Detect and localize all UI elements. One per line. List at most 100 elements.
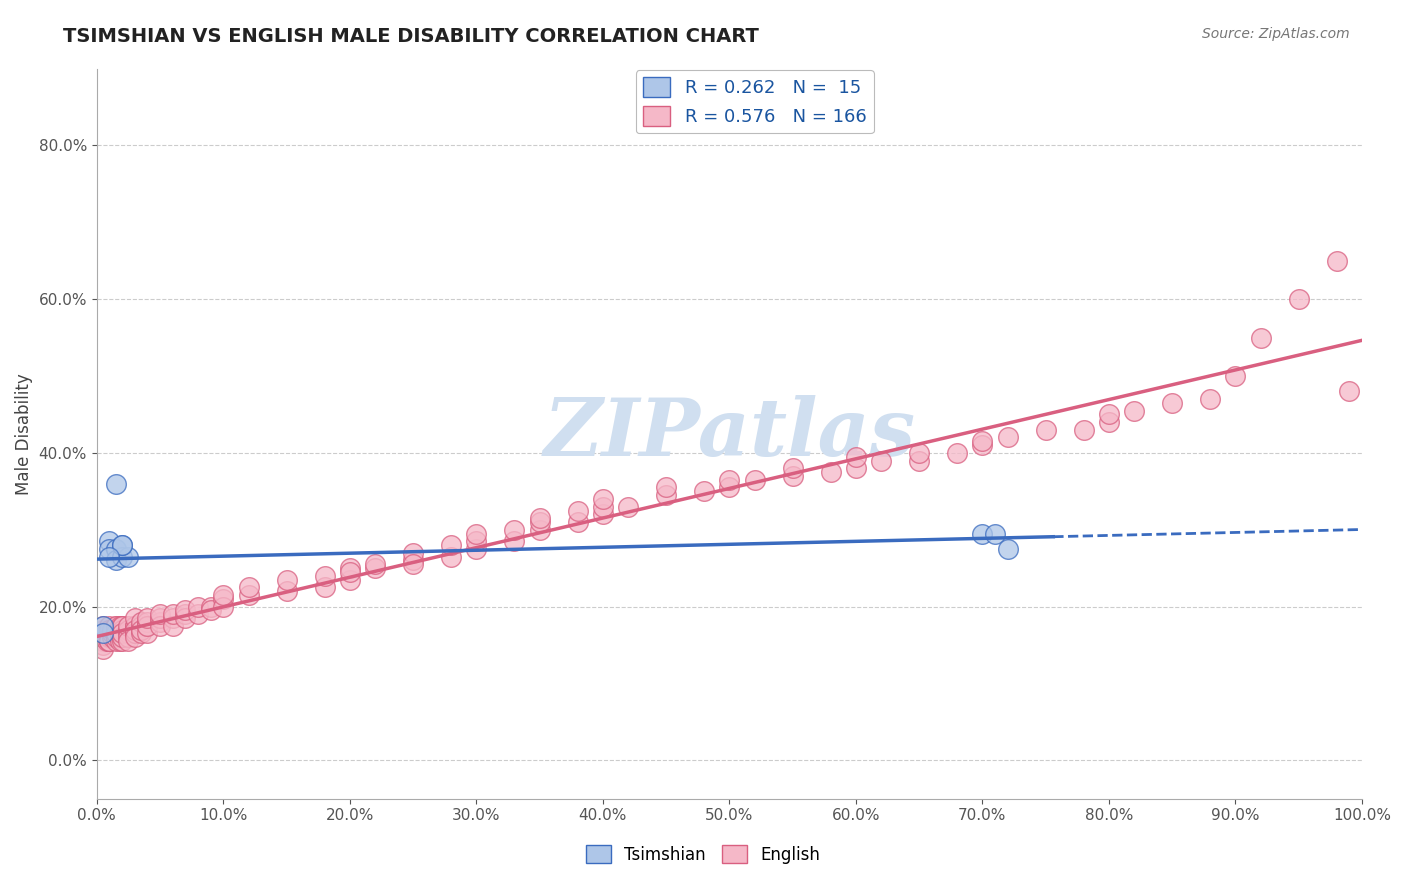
Point (111, 619, 134, 633)
Point (91, 619, 114, 633)
Point (529, 515, 551, 529)
Point (782, 469, 804, 483)
Legend: R = 0.262   N =  15, R = 0.576   N = 166: R = 0.262 N = 15, R = 0.576 N = 166 (636, 70, 873, 134)
Point (98, 626, 121, 640)
Point (124, 623, 146, 637)
Point (276, 584, 298, 599)
Point (124, 611, 146, 625)
Point (129, 623, 152, 637)
Point (117, 623, 139, 637)
Point (98, 623, 121, 637)
Point (503, 523, 526, 537)
Point (276, 573, 298, 587)
Point (98, 634, 121, 648)
Point (149, 615, 172, 629)
Point (200, 599, 222, 614)
Point (592, 491, 614, 506)
Point (845, 450, 868, 464)
Point (1250, 330, 1272, 344)
Point (402, 553, 425, 567)
Point (124, 623, 146, 637)
Point (108, 631, 131, 645)
Point (364, 558, 387, 572)
Point (1098, 408, 1121, 422)
Point (111, 538, 134, 552)
Point (364, 561, 387, 575)
Point (111, 631, 134, 645)
Point (212, 599, 235, 614)
Point (1098, 415, 1121, 429)
Point (200, 603, 222, 617)
Point (744, 473, 766, 487)
Point (98, 631, 121, 645)
Point (187, 607, 209, 622)
Point (314, 580, 336, 594)
Point (98, 549, 121, 564)
Point (617, 500, 640, 514)
Point (402, 558, 425, 572)
Point (465, 526, 488, 541)
Point (440, 549, 463, 564)
Point (96, 631, 118, 645)
Point (124, 631, 146, 645)
Point (124, 619, 146, 633)
Point (693, 484, 716, 499)
Point (104, 476, 127, 491)
Point (149, 611, 172, 625)
Point (1035, 423, 1057, 437)
Point (101, 631, 124, 645)
Point (567, 515, 589, 529)
Point (149, 607, 172, 622)
Point (136, 626, 159, 640)
Point (718, 473, 741, 487)
Point (124, 626, 146, 640)
Point (91, 631, 114, 645)
Point (98, 634, 121, 648)
Point (984, 526, 1007, 541)
Point (91, 619, 114, 633)
Point (997, 541, 1019, 556)
Point (238, 588, 260, 602)
Point (529, 511, 551, 525)
Point (111, 626, 134, 640)
Point (91, 626, 114, 640)
Point (870, 453, 893, 467)
Point (972, 434, 994, 449)
Point (104, 634, 127, 648)
Point (98, 634, 121, 648)
Point (503, 534, 526, 549)
Point (124, 619, 146, 633)
Point (997, 430, 1019, 444)
Point (136, 611, 159, 625)
Point (96, 626, 118, 640)
Point (91, 638, 114, 652)
Point (91, 623, 114, 637)
Point (440, 538, 463, 552)
Point (124, 626, 146, 640)
Point (1199, 392, 1222, 406)
Point (162, 607, 184, 622)
Point (111, 538, 134, 552)
Point (129, 626, 152, 640)
Point (174, 607, 197, 622)
Point (111, 626, 134, 640)
Point (782, 461, 804, 475)
Point (96, 623, 118, 637)
Point (104, 626, 127, 640)
Point (98, 541, 121, 556)
Point (111, 619, 134, 633)
Point (972, 438, 994, 452)
Point (96, 634, 118, 648)
Point (212, 591, 235, 606)
Point (339, 561, 361, 575)
Point (104, 626, 127, 640)
Point (111, 626, 134, 640)
Point (1326, 253, 1348, 268)
Point (111, 549, 134, 564)
Point (111, 631, 134, 645)
Point (108, 623, 131, 637)
Point (174, 603, 197, 617)
Point (136, 615, 159, 629)
Point (108, 626, 131, 640)
Point (238, 580, 260, 594)
